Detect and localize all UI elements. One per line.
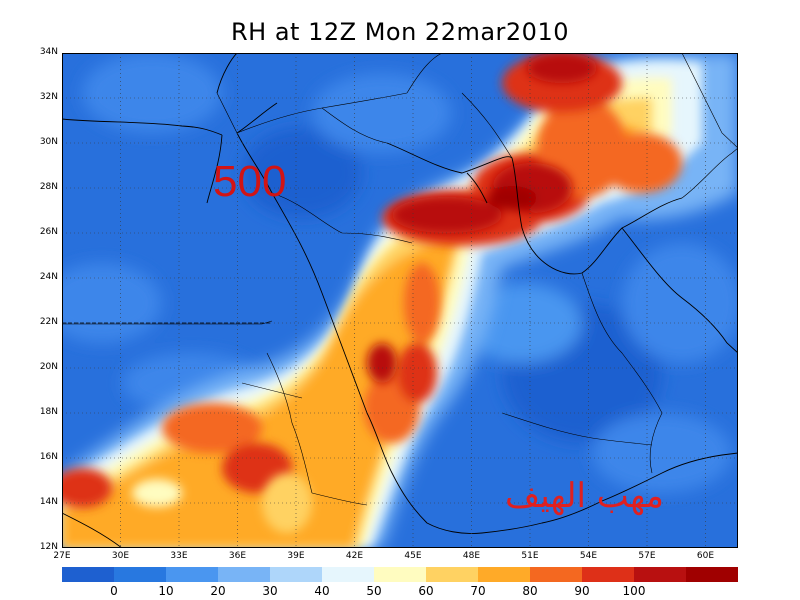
colorbar-swatch [114,567,166,582]
latitude-tick-label: 14N [39,497,58,507]
colorbar-tick-label: 50 [366,584,382,598]
latitude-tick-label: 12N [39,542,58,552]
latitude-tick-label: 22N [39,317,58,327]
latitude-tick-label: 28N [39,182,58,192]
colorbar-tick-label: 70 [470,584,486,598]
colorbar-swatch [530,567,582,582]
colorbar-tick-label: 20 [210,584,226,598]
grid-lines [62,53,738,548]
longitude-tick-label: 57E [638,551,656,561]
colorbar-tick-label: 90 [574,584,590,598]
colorbar [62,567,738,582]
rh-field [62,53,738,548]
colorbar-tick-label: 40 [314,584,330,598]
rh-map-plot [62,53,738,548]
longitude-tick-label: 33E [170,551,188,561]
colorbar-swatch [62,567,114,582]
map-frame [62,53,738,548]
colorbar-swatch [426,567,478,582]
latitude-tick-label: 32N [39,92,58,102]
latitude-tick-label: 30N [39,137,58,147]
colorbar-tick-label: 10 [158,584,174,598]
longitude-tick-label: 39E [287,551,305,561]
colorbar-swatch [634,567,686,582]
colorbar-tick-label: 60 [418,584,434,598]
latitude-tick-label: 26N [39,227,58,237]
rh-map [62,53,738,548]
colorbar-swatch [478,567,530,582]
longitude-tick-label: 27E [53,551,71,561]
colorbar-swatch [166,567,218,582]
longitude-tick-label: 51E [521,551,539,561]
map-title: RH at 12Z Mon 22mar2010 [230,18,569,46]
longitude-tick-label: 54E [579,551,598,561]
colorbar-swatch [686,567,738,582]
longitude-tick-label: 36E [228,551,247,561]
latitude-tick-label: 18N [39,407,58,417]
longitude-tick-label: 60E [696,551,715,561]
longitude-tick-label: 45E [404,551,422,561]
colorbar-tick-label: 0 [110,584,118,598]
latitude-tick-label: 34N [39,47,58,57]
colorbar-swatch [582,567,634,582]
colorbar-swatch [374,567,426,582]
longitude-tick-label: 42E [345,551,364,561]
coastlines [62,53,738,548]
colorbar-swatch [218,567,270,582]
country-borders [62,53,738,506]
moist-band-darkred [367,53,597,383]
longitude-tick-label: 30E [111,551,130,561]
latitude-tick-label: 20N [39,362,58,372]
latitude-tick-label: 16N [39,452,58,462]
colorbar-tick-label: 30 [262,584,278,598]
dry-air-variations [62,53,738,493]
colorbar-swatch [322,567,374,582]
colorbar-swatch [270,567,322,582]
latitude-tick-label: 24N [39,272,58,282]
colorbar-tick-label: 100 [622,584,646,598]
pressure-level-label: 500 [213,157,287,206]
colorbar-tick-label: 80 [522,584,538,598]
longitude-tick-label: 48E [462,551,481,561]
arabic-watermark-text: مهب الهيف [505,476,665,516]
